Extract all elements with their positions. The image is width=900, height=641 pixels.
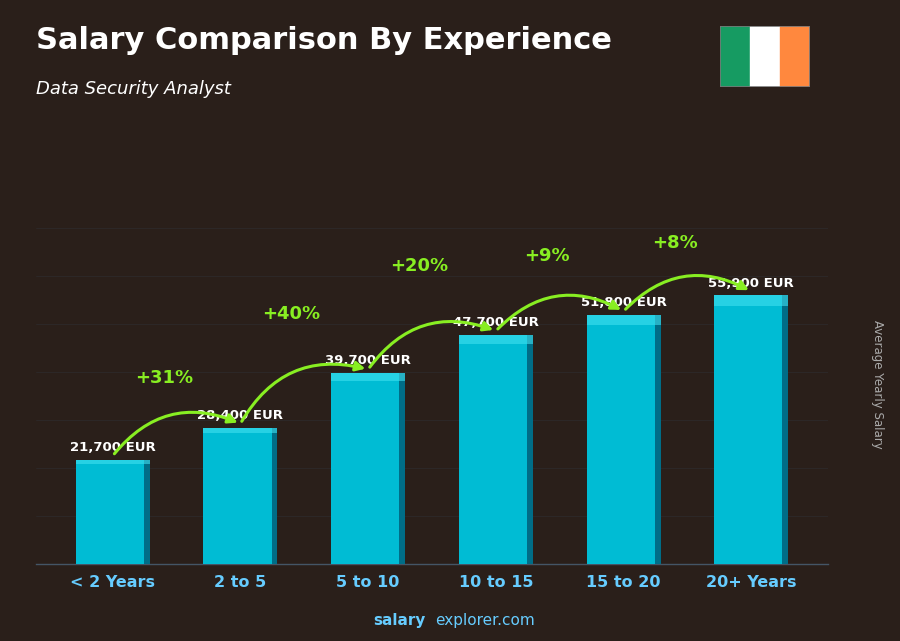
Bar bbox=[203, 428, 277, 433]
Text: 39,700 EUR: 39,700 EUR bbox=[325, 354, 411, 367]
Text: 28,400 EUR: 28,400 EUR bbox=[197, 409, 284, 422]
Text: +20%: +20% bbox=[391, 256, 448, 274]
Bar bbox=[400, 373, 405, 564]
Bar bbox=[587, 315, 661, 325]
Bar bbox=[203, 428, 277, 564]
Text: Data Security Analyst: Data Security Analyst bbox=[36, 80, 231, 98]
Text: Average Yearly Salary: Average Yearly Salary bbox=[871, 320, 884, 449]
Bar bbox=[272, 428, 277, 564]
Text: 21,700 EUR: 21,700 EUR bbox=[70, 441, 156, 454]
Text: Salary Comparison By Experience: Salary Comparison By Experience bbox=[36, 26, 612, 54]
Bar bbox=[720, 26, 750, 87]
Text: 47,700 EUR: 47,700 EUR bbox=[453, 316, 539, 329]
Bar bbox=[780, 26, 810, 87]
Text: +40%: +40% bbox=[263, 304, 320, 322]
Bar bbox=[715, 296, 788, 306]
Bar bbox=[654, 315, 661, 564]
Bar bbox=[715, 296, 788, 564]
Text: explorer.com: explorer.com bbox=[435, 613, 535, 628]
Text: 55,900 EUR: 55,900 EUR bbox=[708, 276, 794, 290]
Text: salary: salary bbox=[374, 613, 426, 628]
Text: +9%: +9% bbox=[524, 247, 570, 265]
Bar bbox=[459, 335, 533, 344]
Text: 51,800 EUR: 51,800 EUR bbox=[580, 296, 667, 309]
Text: +31%: +31% bbox=[135, 369, 193, 387]
Bar bbox=[331, 373, 405, 381]
Bar bbox=[527, 335, 533, 564]
Bar bbox=[76, 460, 149, 464]
Bar bbox=[331, 373, 405, 564]
Text: +8%: +8% bbox=[652, 234, 698, 252]
Bar bbox=[76, 460, 149, 564]
Bar bbox=[750, 26, 780, 87]
Bar bbox=[587, 315, 661, 564]
Bar bbox=[782, 296, 788, 564]
Bar bbox=[144, 460, 149, 564]
Bar bbox=[459, 335, 533, 564]
